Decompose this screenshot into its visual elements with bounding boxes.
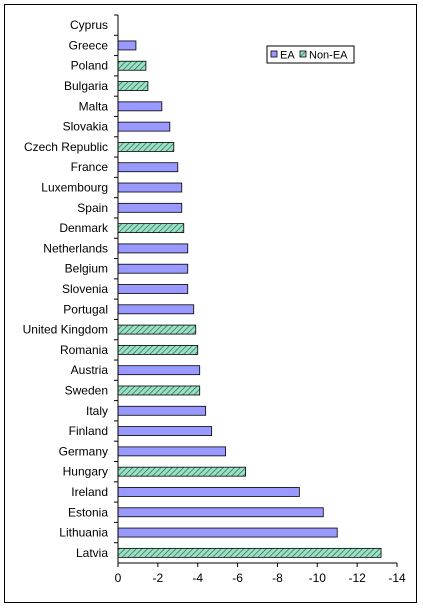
bar-ireland <box>117 487 300 497</box>
category-label-spain: Spain <box>77 201 108 215</box>
category-label-bulgaria: Bulgaria <box>64 79 108 93</box>
legend-label-non-ea: Non-EA <box>309 50 348 62</box>
legend: EA Non-EA <box>266 45 355 64</box>
bar-denmark <box>117 223 185 234</box>
x-tick-label: -4 <box>192 571 203 585</box>
category-label-austria: Austria <box>71 363 109 377</box>
bar-finland <box>117 426 213 436</box>
category-label-cyprus: Cyprus <box>70 18 108 32</box>
bars-layer <box>117 40 382 558</box>
legend-swatch-non-ea <box>299 50 307 58</box>
x-tick-label: -12 <box>348 571 366 585</box>
category-label-france: France <box>71 160 109 174</box>
category-label-belgium: Belgium <box>65 262 108 276</box>
x-tick-label: 0 <box>115 571 122 585</box>
bar-greece <box>117 40 137 51</box>
bar-united-kingdom <box>117 324 197 335</box>
category-labels: Cyprus Greece Poland Bulgaria Malta Slovakia C… <box>23 18 109 560</box>
category-label-germany: Germany <box>59 444 108 458</box>
category-label-estonia: Estonia <box>68 505 108 519</box>
category-label-latvia: Latvia <box>76 546 108 560</box>
x-tick-label: -6 <box>232 571 243 585</box>
bar-malta <box>117 101 163 112</box>
category-label-denmark: Denmark <box>59 221 109 235</box>
bar-germany <box>117 446 227 457</box>
x-tick-label: -8 <box>272 571 283 585</box>
category-label-poland: Poland <box>71 59 108 73</box>
bar-austria <box>117 365 201 376</box>
chart-frame <box>4 4 417 603</box>
bar-luxembourg <box>117 182 183 193</box>
category-label-slovakia: Slovakia <box>63 120 109 134</box>
bar-belgium <box>117 263 189 274</box>
bar-lithuania <box>117 527 338 538</box>
bar-netherlands <box>117 243 189 254</box>
category-label-netherlands: Netherlands <box>43 241 108 255</box>
legend-swatch-ea <box>270 50 278 58</box>
category-label-romania: Romania <box>60 343 108 357</box>
bar-slovenia <box>117 284 189 294</box>
bar-france <box>117 162 179 173</box>
legend-label-ea: EA <box>280 50 295 62</box>
bar-slovakia <box>117 121 171 132</box>
category-label-finland: Finland <box>69 424 108 438</box>
x-tick-label: -10 <box>309 571 327 585</box>
category-label-hungary: Hungary <box>63 465 108 479</box>
bar-bulgaria <box>117 81 149 91</box>
bar-poland <box>117 60 147 71</box>
bar-sweden <box>117 385 201 396</box>
category-label-lithuania: Lithuania <box>59 526 108 540</box>
x-tick-label: -14 <box>388 571 406 585</box>
category-label-sweden: Sweden <box>65 383 108 397</box>
bar-romania <box>117 344 199 355</box>
bar-hungary <box>117 466 246 477</box>
category-label-slovenia: Slovenia <box>62 282 108 296</box>
category-label-czech-republic: Czech Republic <box>24 140 108 154</box>
category-label-united-kingdom: United Kingdom <box>23 323 108 337</box>
category-label-greece: Greece <box>69 38 109 52</box>
category-label-italy: Italy <box>86 404 108 418</box>
bar-portugal <box>117 304 195 315</box>
bar-estonia <box>117 507 324 518</box>
category-label-luxembourg: Luxembourg <box>41 181 108 195</box>
category-label-portugal: Portugal <box>63 302 108 316</box>
bar-spain <box>117 202 183 213</box>
legend-box <box>266 45 355 64</box>
bar-czech-republic <box>117 142 175 152</box>
category-label-ireland: Ireland <box>71 485 108 499</box>
bar-italy <box>117 405 207 416</box>
x-tick-label: -2 <box>153 571 164 585</box>
axes: 0 -2 -4 -6 -8 -10 -12 -14 <box>114 14 406 585</box>
category-label-malta: Malta <box>79 99 109 113</box>
bar-latvia <box>117 547 382 558</box>
